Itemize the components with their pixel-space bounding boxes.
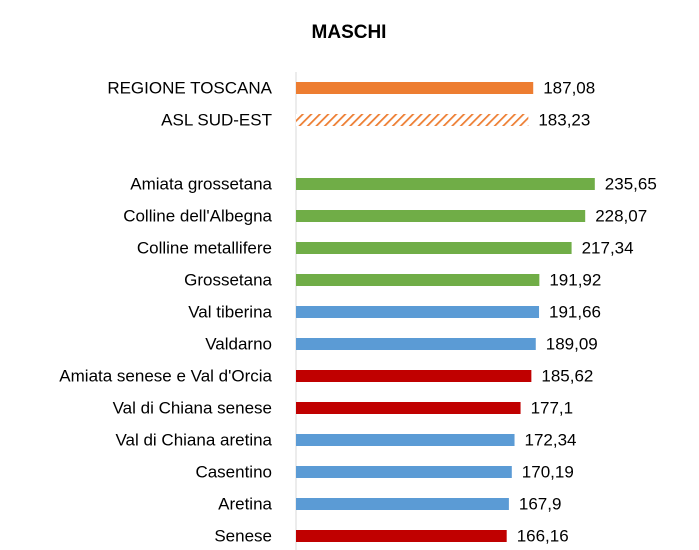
bar — [296, 498, 509, 510]
bar — [296, 178, 595, 190]
bar — [296, 210, 586, 222]
value-label: 189,09 — [546, 334, 598, 353]
value-label: 228,07 — [595, 206, 647, 225]
category-label: ASL SUD-EST — [161, 110, 272, 129]
category-label: Val di Chiana senese — [113, 398, 272, 417]
value-label: 187,08 — [543, 78, 595, 97]
value-label: 166,16 — [517, 526, 569, 545]
category-label: Val tiberina — [188, 302, 272, 321]
value-label: 235,65 — [605, 174, 657, 193]
category-label: Aretina — [218, 494, 272, 513]
value-label: 172,34 — [525, 430, 577, 449]
chart-title: MASCHI — [312, 22, 387, 43]
category-label: Amiata grossetana — [130, 174, 272, 193]
bar — [296, 466, 512, 478]
category-label: Val di Chiana aretina — [115, 430, 272, 449]
value-label: 170,19 — [522, 462, 574, 481]
value-label: 167,9 — [519, 494, 562, 513]
value-label: 191,66 — [549, 302, 601, 321]
value-label: 191,92 — [549, 270, 601, 289]
bar — [296, 402, 521, 414]
category-label: Valdarno — [205, 334, 272, 353]
bar — [296, 114, 529, 126]
value-label: 217,34 — [582, 238, 634, 257]
bar — [296, 530, 507, 542]
bar — [296, 338, 536, 350]
category-label: Grossetana — [184, 270, 272, 289]
value-label: 177,1 — [531, 398, 574, 417]
bar — [296, 306, 540, 318]
value-label: 185,62 — [541, 366, 593, 385]
category-label: Senese — [214, 526, 272, 545]
category-label: Amiata senese e Val d'Orcia — [59, 366, 272, 385]
bar — [296, 242, 572, 254]
bar — [296, 434, 515, 446]
category-label: Colline dell'Albegna — [123, 206, 272, 225]
bar — [296, 274, 540, 286]
category-label: Colline metallifere — [137, 238, 272, 257]
bar — [296, 370, 532, 382]
category-label: Casentino — [195, 462, 272, 481]
value-label: 183,23 — [538, 110, 590, 129]
bar — [296, 82, 534, 94]
category-label: REGIONE TOSCANA — [107, 78, 272, 97]
